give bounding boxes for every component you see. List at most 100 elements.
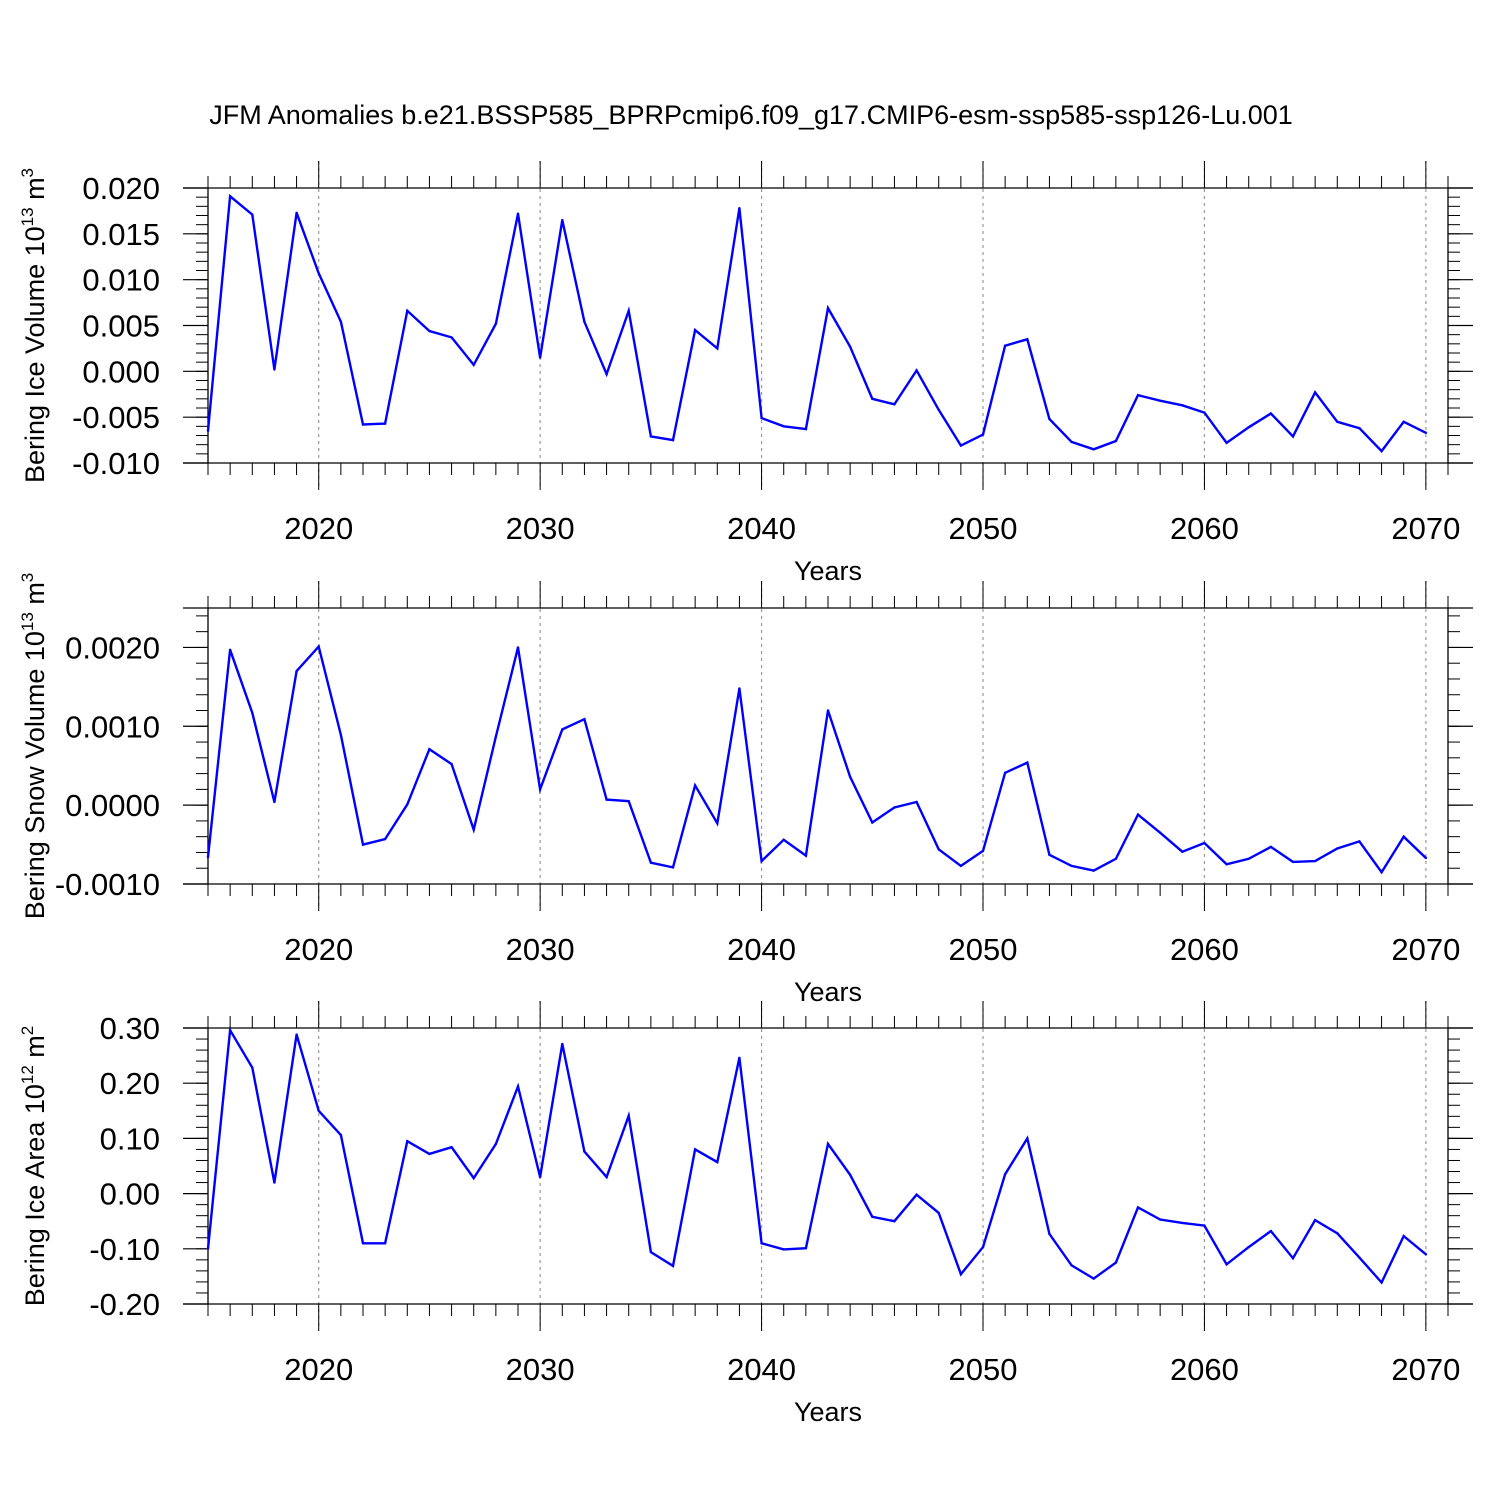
data-point [1092, 1277, 1095, 1280]
data-point [1158, 831, 1162, 834]
data-point [206, 429, 210, 433]
y-axis-label-text: Bering Ice Area 10 [20, 1084, 50, 1306]
data-point [760, 859, 763, 863]
x-tick-label: 2060 [1170, 932, 1239, 967]
x-axis-label: Years [794, 977, 862, 1007]
x-tick-label: 2030 [506, 932, 575, 967]
data-point [1026, 761, 1029, 764]
data-point [1336, 420, 1339, 423]
data-point [804, 427, 808, 431]
data-point [915, 1193, 918, 1196]
data-point [1424, 856, 1428, 860]
chart-title: JFM Anomalies b.e21.BSSP585_BPRPcmip6.f0… [209, 100, 1293, 130]
data-point [1247, 426, 1250, 429]
data-point [406, 309, 409, 312]
data-point [1225, 441, 1228, 444]
y-axis-label-exponent: 3 [18, 168, 37, 177]
data-point [937, 1211, 940, 1215]
data-point [1048, 853, 1051, 856]
data-point [871, 397, 874, 400]
data-point [383, 837, 387, 841]
data-point [1048, 1232, 1051, 1236]
panel-1: -0.010 -0.005 0.000 0.005 0.010 0.015 0.020 202… [18, 161, 1473, 586]
data-point [428, 329, 431, 333]
panel-3: -0.20 -0.10 0.00 0.10 0.20 0.30 2020 2030 2040 20… [18, 1001, 1473, 1427]
data-point [1114, 439, 1118, 443]
y-axis-label-text: m [20, 177, 50, 207]
data-point [1291, 860, 1295, 864]
data-point [1225, 1263, 1228, 1266]
data-point [1158, 1218, 1162, 1221]
data-point [627, 800, 630, 803]
data-point [981, 1245, 985, 1249]
data-point [738, 1056, 741, 1060]
data-point [937, 848, 940, 851]
y-axis-label: Bering Snow Volume 1013 m3 [18, 573, 50, 920]
data-point [228, 1029, 232, 1032]
data-point [871, 821, 874, 824]
data-point [627, 309, 630, 312]
data-point [1402, 1234, 1405, 1238]
data-point [561, 728, 564, 731]
data-point [1380, 1281, 1383, 1284]
x-axis-label: Years [794, 1397, 862, 1427]
y-tick-label: -0.010 [72, 446, 160, 481]
data-point [516, 646, 520, 649]
data-point [716, 347, 719, 350]
data-point [450, 336, 453, 339]
data-point [649, 435, 653, 438]
x-tick-label: 2020 [284, 1352, 353, 1387]
series-line [206, 1026, 1427, 1285]
data-point [1380, 449, 1383, 453]
x-tick-label: 2030 [506, 511, 575, 546]
data-point [516, 212, 520, 215]
data-point [450, 762, 453, 766]
data-point [1291, 1257, 1295, 1260]
data-point [693, 784, 697, 787]
data-point [981, 849, 985, 853]
data-point [1026, 338, 1029, 341]
data-point [1181, 1221, 1184, 1225]
x-tick-label: 2070 [1391, 932, 1460, 967]
y-tick-label: 0.0000 [65, 788, 160, 823]
y-tick-label: 0.010 [82, 263, 160, 298]
y-tick-label: 0.000 [82, 354, 160, 389]
data-point [826, 306, 830, 310]
data-point [538, 1175, 542, 1179]
data-point [1003, 1173, 1007, 1176]
y-tick-label: -0.10 [89, 1232, 160, 1267]
data-point [1203, 411, 1206, 414]
data-point [1203, 1224, 1206, 1227]
y-tick-label: 0.0020 [65, 630, 160, 665]
data-point [1092, 448, 1095, 451]
data-point [383, 422, 387, 425]
data-point [760, 1242, 763, 1245]
y-tick-label: 0.020 [82, 171, 160, 206]
data-point [959, 444, 963, 447]
y-axis-label: Bering Ice Volume 1013 m3 [18, 168, 50, 483]
data-point [494, 1142, 498, 1146]
data-point [383, 1242, 387, 1245]
data-point [361, 423, 365, 426]
x-tick-label: 2030 [506, 1352, 575, 1387]
y-tick-label: -0.0010 [55, 867, 160, 902]
x-tick-label: 2020 [284, 932, 353, 967]
x-tick-label: 2060 [1170, 511, 1239, 546]
data-point [1269, 412, 1273, 415]
data-point [605, 1175, 608, 1179]
data-point [1181, 850, 1184, 853]
data-point [716, 1160, 719, 1164]
data-point [273, 800, 276, 804]
data-point [406, 1140, 409, 1143]
data-point [561, 1042, 564, 1046]
data-point [1424, 431, 1428, 434]
data-point [339, 320, 343, 323]
data-point [1358, 427, 1361, 430]
data-point [295, 211, 298, 214]
data-point [848, 1173, 852, 1177]
data-point [1247, 857, 1250, 860]
data-point [915, 800, 918, 804]
data-point [339, 1133, 343, 1137]
data-point [1114, 1261, 1118, 1264]
data-point [981, 433, 985, 436]
